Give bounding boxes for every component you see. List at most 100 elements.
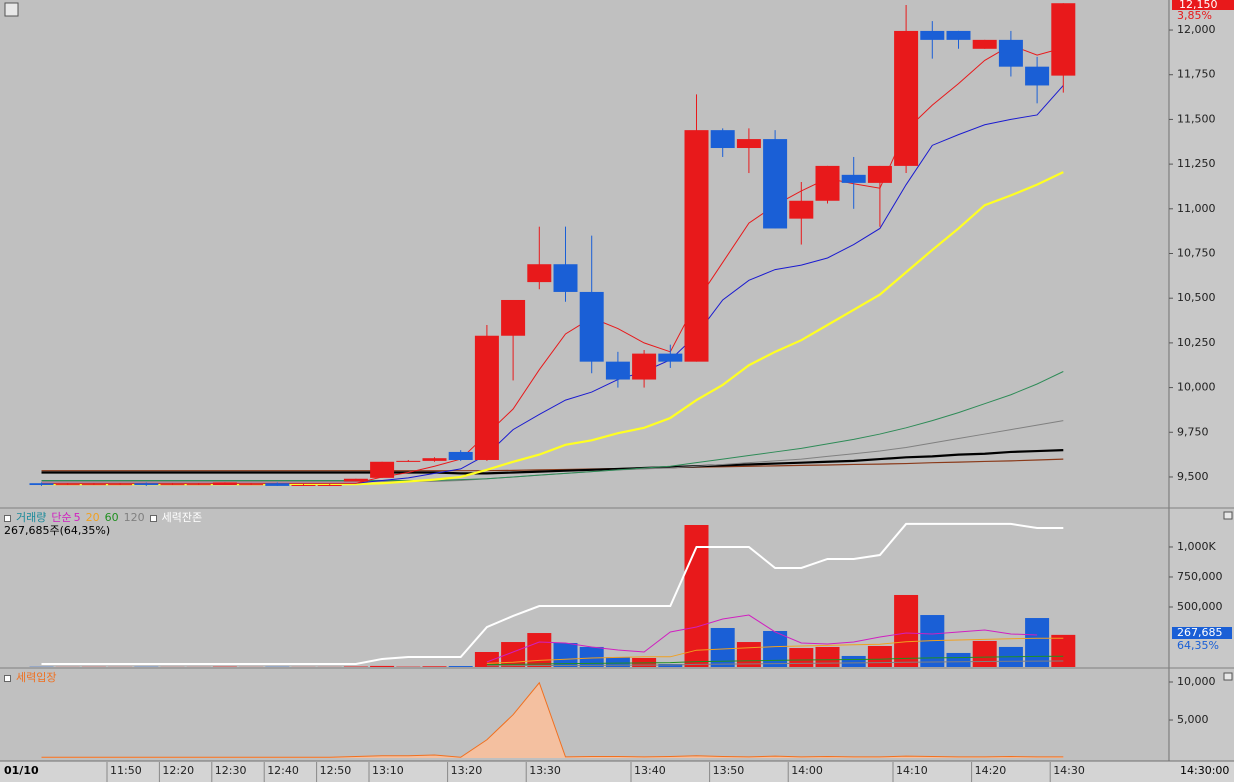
volume-bar (422, 666, 447, 667)
volume-bar (501, 642, 526, 667)
candle-body (343, 478, 368, 482)
volume-bar (763, 630, 788, 667)
volume-bar (1025, 618, 1050, 667)
volume-bar (894, 594, 919, 667)
y-tick-label: 5,000 (1177, 713, 1209, 726)
x-tick-label: 14:30 (1053, 764, 1085, 777)
y-tick-label: 11,250 (1177, 157, 1216, 170)
y-tick-label: 11,750 (1177, 68, 1216, 81)
time-axis (0, 761, 1234, 782)
candle-body (972, 39, 997, 49)
y-tick-label: 750,000 (1177, 570, 1223, 583)
area-line (41, 681, 1064, 758)
legend-entry: 60 (104, 511, 119, 524)
candle-body (998, 39, 1023, 67)
y-tick-label: 500,000 (1177, 600, 1223, 613)
candle-body (658, 353, 683, 362)
volume-bar (841, 655, 866, 667)
moving-average (41, 458, 1064, 472)
candle-body (527, 264, 552, 283)
candle-body (605, 361, 630, 380)
moving-average (41, 371, 1064, 482)
volume-bar (815, 646, 840, 667)
x-tick-label: 14:10 (896, 764, 928, 777)
candle-body (55, 484, 80, 486)
menu-button[interactable] (4, 2, 19, 17)
candle-body (894, 30, 919, 166)
y-tick-label: 11,500 (1177, 112, 1216, 125)
close-button[interactable] (1223, 672, 1233, 681)
x-tick-label: 13:30 (529, 764, 561, 777)
moving-average (41, 44, 1064, 484)
candle-body (134, 483, 159, 486)
candle-body (212, 482, 237, 486)
volume-bar (579, 646, 604, 667)
y-tick-label: 9,500 (1177, 470, 1209, 483)
y-tick-label: 10,750 (1177, 247, 1216, 260)
candle-body (815, 165, 840, 201)
x-tick-label: 11:50 (110, 764, 142, 777)
candle-body (763, 139, 788, 229)
volume-bar (553, 642, 578, 667)
candle-body (160, 484, 185, 486)
volume-bar (972, 640, 997, 667)
candle-body (841, 174, 866, 183)
indicator-line (486, 637, 1064, 664)
y-tick-label: 10,250 (1177, 336, 1216, 349)
x-tick-label: 12:20 (162, 764, 194, 777)
x-tick-label: 13:20 (451, 764, 483, 777)
volume-bar (1051, 634, 1076, 667)
volume-legend: 거래량 단순 5 20 60 120 세력잔존 267,685주(64,35%) (4, 511, 207, 537)
legend-entry: 세력입장 (16, 671, 57, 684)
candle-body (867, 165, 892, 183)
candle-body (1051, 3, 1076, 76)
volume-bar (946, 652, 971, 667)
y-tick-label: 10,000 (1177, 381, 1216, 394)
y-tick-label: 10,000 (1177, 675, 1216, 688)
candle-body (29, 483, 54, 486)
volume-bar (448, 666, 473, 667)
x-tick-label: 13:10 (372, 764, 404, 777)
volume-bar (867, 645, 892, 667)
volume-bar (370, 665, 395, 667)
candle-body (422, 458, 447, 461)
ratio-label: 64,35% (1177, 639, 1219, 652)
volume-bar (789, 648, 814, 667)
candle-body (108, 484, 133, 486)
volume-tag (1172, 627, 1232, 639)
area-legend: 세력입장 (4, 671, 61, 684)
indicator-line (486, 614, 1038, 663)
y-tick-label: 11,000 (1177, 202, 1216, 215)
legend-entry: 단순 (51, 511, 72, 524)
x-tick-label: 14:20 (975, 764, 1007, 777)
legend-entry: 5 (73, 511, 81, 524)
candle-body (448, 451, 473, 460)
date-label: 01/10 (4, 764, 39, 777)
candle-body (553, 264, 578, 292)
legend-entry: 120 (123, 511, 145, 524)
indicator-line (41, 522, 1064, 665)
close-button[interactable] (1223, 511, 1233, 520)
candle-body (396, 460, 421, 462)
moving-average (41, 449, 1064, 475)
y-tick-label: 10,500 (1177, 291, 1216, 304)
axis-panel (1169, 0, 1234, 782)
candle-body (579, 291, 604, 362)
candle-body (789, 200, 814, 219)
candle-body (946, 30, 971, 40)
candle-body (186, 484, 211, 486)
candle-body (1025, 66, 1050, 86)
change-label: 3,85% (1177, 9, 1212, 22)
moving-average (41, 171, 1064, 486)
candle-body (317, 485, 342, 487)
volume-bar (710, 627, 735, 667)
indicator-line (486, 660, 1064, 667)
candle-body (736, 139, 761, 149)
volume-tag-label: 267,685 (1177, 626, 1223, 639)
legend-entry: 거래량 (16, 511, 47, 524)
volume-bar (527, 633, 552, 667)
candle-body (370, 461, 395, 478)
candle-body (474, 335, 499, 460)
